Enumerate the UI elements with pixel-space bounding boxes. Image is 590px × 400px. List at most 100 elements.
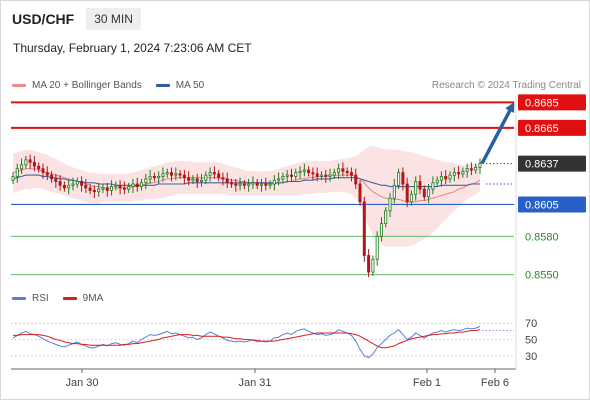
forecast-arrow xyxy=(480,101,515,165)
candle-body xyxy=(15,168,19,177)
candle-body xyxy=(191,178,195,181)
candle-body xyxy=(474,166,478,171)
candle-body xyxy=(289,174,293,177)
candle-body xyxy=(221,177,225,180)
x-tick-label: Jan 31 xyxy=(238,377,271,389)
candle-body xyxy=(285,174,289,177)
rsi-legend: RSI 9MA xyxy=(12,293,117,304)
candle-body xyxy=(439,175,443,181)
candle-body xyxy=(332,172,336,176)
candle-body xyxy=(255,182,259,186)
candle-body xyxy=(182,174,186,179)
candle-body xyxy=(358,183,362,203)
candle-body xyxy=(135,183,139,187)
candle-body xyxy=(315,173,319,177)
candle-body xyxy=(165,172,169,175)
candle-body xyxy=(161,173,165,177)
candle-body xyxy=(397,172,401,186)
candle-body xyxy=(298,170,302,174)
candle-body xyxy=(238,183,242,186)
candle-body xyxy=(452,172,456,176)
candle-body xyxy=(272,179,276,185)
legend-item-rsi: RSI xyxy=(12,293,49,304)
ma50-line xyxy=(12,174,480,188)
candle-body xyxy=(444,175,448,180)
price-level-labels: 0.8685 0.8665 0.8637 0.8605 0.8580 0.8550 xyxy=(518,94,586,282)
price-label-bg xyxy=(518,155,586,172)
candle-body xyxy=(174,173,178,176)
ma20-swatch xyxy=(12,84,26,87)
research-credit: Research © 2024 Trading Central xyxy=(431,80,581,91)
rsi-tick-label: 70 xyxy=(525,318,537,330)
timeframe-badge[interactable]: 30 MIN xyxy=(86,8,141,30)
rsi-9ma-line xyxy=(13,329,481,349)
candle-body xyxy=(354,174,358,185)
candle-body xyxy=(465,168,469,172)
bollinger-band-area xyxy=(13,145,480,247)
candle-body xyxy=(20,164,24,170)
candle-body xyxy=(157,175,161,179)
candle-body xyxy=(50,174,54,180)
datetime-label: Thursday, February 1, 2024 7:23:06 AM CE… xyxy=(13,41,252,55)
candle-body xyxy=(392,184,396,199)
candle-body xyxy=(144,178,148,184)
price-label: 0.8605 xyxy=(525,199,559,211)
candle-body xyxy=(367,255,371,273)
legend-item-ma20: MA 20 + Bollinger Bands xyxy=(12,80,142,91)
candle-body xyxy=(281,175,285,180)
candle-body xyxy=(152,175,156,179)
candle-body xyxy=(294,172,298,177)
candle-body xyxy=(431,182,435,190)
legend-label-rsi: RSI xyxy=(32,293,49,304)
candle-body xyxy=(75,181,79,185)
candle-body xyxy=(28,159,32,163)
candle-body xyxy=(435,179,439,184)
candle-body xyxy=(349,172,353,176)
x-tick-label: Jan 30 xyxy=(65,377,98,389)
candle-body xyxy=(277,178,281,181)
price-label: 0.8637 xyxy=(525,159,559,171)
candle-body xyxy=(311,172,315,175)
candle-body xyxy=(11,175,15,181)
legend-label-9ma: 9MA xyxy=(82,293,104,304)
candle-body xyxy=(217,173,221,179)
x-tick-label: Feb 6 xyxy=(481,377,509,389)
candle-body xyxy=(345,170,349,174)
candle-body xyxy=(110,186,114,191)
rsi-panel: 70 50 30 xyxy=(11,318,537,363)
candle-body xyxy=(268,183,272,186)
ma50-swatch xyxy=(155,84,170,87)
candle-body xyxy=(199,179,203,182)
candle-body xyxy=(427,188,431,198)
candle-body xyxy=(405,183,409,203)
candle-body xyxy=(341,168,345,172)
candle-body xyxy=(448,174,452,180)
candle-body xyxy=(122,187,126,190)
candle-body xyxy=(229,182,233,185)
candle-body xyxy=(414,181,418,195)
candle-body xyxy=(118,184,122,189)
legend-item-ma50: MA 50 xyxy=(155,80,204,91)
candle-body xyxy=(32,161,36,167)
x-axis: Jan 30 Jan 31 Feb 1 Feb 6 xyxy=(11,96,517,389)
candle-body xyxy=(24,159,28,166)
price-label-bg xyxy=(518,94,586,111)
candle-body xyxy=(401,172,405,185)
candle-body xyxy=(97,188,101,193)
candle-body xyxy=(319,174,323,177)
legend-label-ma20: MA 20 + Bollinger Bands xyxy=(32,80,142,91)
price-levels xyxy=(11,101,514,276)
candle-body xyxy=(337,168,341,173)
ma9-swatch xyxy=(62,297,77,300)
candle-body xyxy=(264,183,268,186)
candle-body xyxy=(478,163,482,168)
candle-body xyxy=(328,174,332,177)
candle-body xyxy=(388,197,392,212)
moving-averages xyxy=(12,168,481,203)
candle-body xyxy=(212,172,216,175)
candle-body xyxy=(195,178,199,182)
price-label: 0.8550 xyxy=(525,270,559,282)
candle-body xyxy=(105,187,109,191)
candle-body xyxy=(461,170,465,175)
candlesticks xyxy=(11,154,482,278)
